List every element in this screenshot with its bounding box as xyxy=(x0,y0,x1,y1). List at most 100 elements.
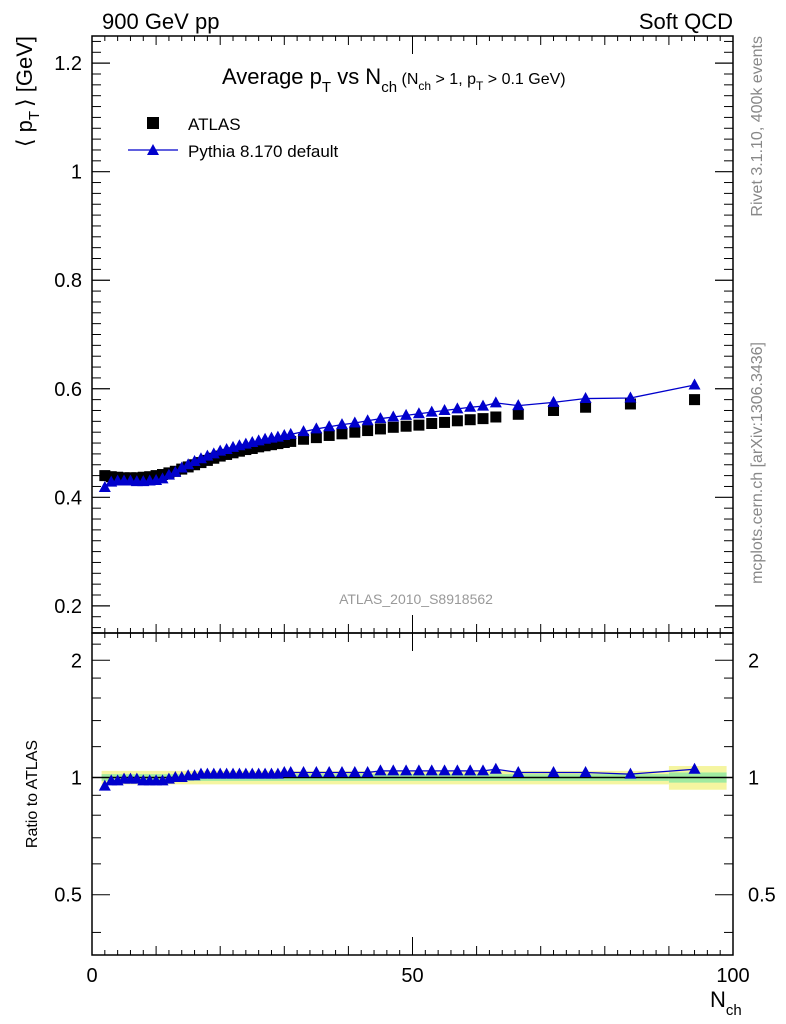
pythia-data-point xyxy=(412,407,425,419)
ylabel-open: ⟨ p xyxy=(12,120,37,147)
title-cut-a-sub: ch xyxy=(418,79,431,93)
ratio-pythia-point xyxy=(547,765,560,777)
pythia-data-point xyxy=(438,403,451,415)
xlabel-main: N xyxy=(710,987,726,1012)
atlas-data-point xyxy=(278,437,290,449)
title-prefix: Average p xyxy=(222,64,322,89)
main-y-tick-label: 0.6 xyxy=(54,379,82,401)
ratio-pythia-point xyxy=(297,765,310,777)
pythia-data-point xyxy=(323,420,336,432)
main-panel: 0.2 0.4 0.6 0.8 1 1.2 Average pT vs Nch (Nch … xyxy=(12,35,734,634)
ratio-pythia-point xyxy=(579,765,592,777)
ratio-y-tick-label: 1 xyxy=(71,767,82,789)
pythia-data-point xyxy=(579,392,592,404)
ratio-pythia-point xyxy=(512,765,525,777)
atlas-data-point xyxy=(99,470,111,482)
x-tick-label: 100 xyxy=(716,965,749,987)
pythia-data-point xyxy=(451,402,464,414)
ratio-pythia-point xyxy=(284,765,297,777)
pythia-data-point xyxy=(489,396,502,408)
ratio-y-tick-label-right: 2 xyxy=(748,650,759,672)
atlas-data-point xyxy=(490,411,502,423)
ratio-y-axis-label: Ratio to ATLAS xyxy=(24,740,41,848)
rivet-version-label: Rivet 3.1.10, 400k events xyxy=(749,36,766,217)
x-axis-label: Nch xyxy=(710,987,742,1019)
atlas-data-point xyxy=(689,394,701,406)
pythia-data-point xyxy=(98,481,111,493)
pythia-data-point xyxy=(400,408,413,420)
atlas-data-point xyxy=(400,420,412,432)
main-y-tick-label: 1.2 xyxy=(54,53,82,75)
ratio-pythia-point xyxy=(348,765,361,777)
atlas-data-point xyxy=(240,444,252,456)
pythia-data-point xyxy=(156,472,169,484)
pythia-data-point xyxy=(335,418,348,430)
atlas-data-point xyxy=(387,421,399,433)
pythia-data-point xyxy=(688,378,701,390)
ratio-pythia-point xyxy=(624,767,637,779)
atlas-data-point xyxy=(439,416,451,428)
pythia-data-point xyxy=(182,458,195,470)
atlas-data-point xyxy=(336,428,348,440)
atlas-data-point xyxy=(253,441,265,453)
atlas-data-point xyxy=(374,423,386,435)
ratio-pythia-point xyxy=(425,764,438,776)
ratio-y-tick-label-right: 1 xyxy=(748,767,759,789)
ratio-pythia-point xyxy=(335,765,348,777)
ylabel-sub: T xyxy=(26,111,43,120)
ratio-pythia-point xyxy=(412,764,425,776)
atlas-data-point xyxy=(548,404,560,416)
atlas-data-point xyxy=(227,447,239,459)
legend-atlas-marker xyxy=(147,117,159,129)
legend-pythia-marker xyxy=(147,144,159,155)
pythia-data-point xyxy=(464,400,477,412)
header-left-label: 900 GeV pp xyxy=(102,9,219,34)
header-right-label: Soft QCD xyxy=(639,9,733,34)
main-y-tick-label: 0.8 xyxy=(54,270,82,292)
pythia-data-point xyxy=(361,414,374,426)
title-mid: vs N xyxy=(331,64,381,89)
main-y-tick-label: 0.2 xyxy=(54,596,82,618)
atlas-data-point xyxy=(624,398,636,410)
ratio-pythia-point xyxy=(688,762,701,774)
ratio-pythia-point xyxy=(489,762,502,774)
pythia-data-point xyxy=(175,461,188,473)
title-cut-a: (N xyxy=(397,71,418,88)
ratio-pythia-point xyxy=(464,764,477,776)
ratio-plot-frame xyxy=(91,632,734,956)
atlas-data-point xyxy=(285,435,297,447)
pythia-data-point xyxy=(624,391,637,403)
ratio-y-tick-label: 2 xyxy=(71,650,82,672)
pythia-data-point xyxy=(425,405,438,417)
ratio-pythia-point xyxy=(438,764,451,776)
ratio-panel: 0.5 0.5 1 1 2 2 0 50 100 Ratio to ATLAS Nch xyxy=(24,632,776,1019)
xlabel-sub: ch xyxy=(726,1002,742,1019)
legend-atlas-label: ATLAS xyxy=(188,115,241,134)
ratio-y-tick-label-right: 0.5 xyxy=(748,885,776,907)
x-tick-label: 50 xyxy=(401,965,423,987)
ratio-pythia-point xyxy=(361,765,374,777)
atlas-data-point xyxy=(310,432,322,444)
ratio-pythia-point xyxy=(477,764,490,776)
atlas-data-point xyxy=(349,426,361,438)
atlas-data-point xyxy=(362,425,374,437)
atlas-data-point xyxy=(426,418,438,430)
ratio-pythia-point xyxy=(374,764,387,776)
atlas-data-point xyxy=(259,440,271,452)
ratio-pythia-point xyxy=(98,779,111,791)
pythia-data-point xyxy=(547,395,560,407)
pythia-data-point xyxy=(374,412,387,424)
pythia-data-point xyxy=(310,422,323,434)
mcplots-reference-label: mcplots.cern.ch [arXiv:1306.3436] xyxy=(749,342,766,584)
x-tick-label: 0 xyxy=(86,965,97,987)
main-y-axis-label: ⟨ pT ⟩ [GeV] xyxy=(12,36,43,147)
atlas-data-point xyxy=(272,438,284,450)
ratio-data-marks xyxy=(98,762,701,791)
main-y-tick-label: 1 xyxy=(71,162,82,184)
atlas-data-point xyxy=(298,433,310,445)
pythia-data-point xyxy=(284,427,297,439)
title-cut-b-sub: T xyxy=(476,79,484,93)
ratio-pythia-point xyxy=(387,764,400,776)
pythia-data-point xyxy=(512,399,525,411)
ratio-pythia-point xyxy=(451,764,464,776)
